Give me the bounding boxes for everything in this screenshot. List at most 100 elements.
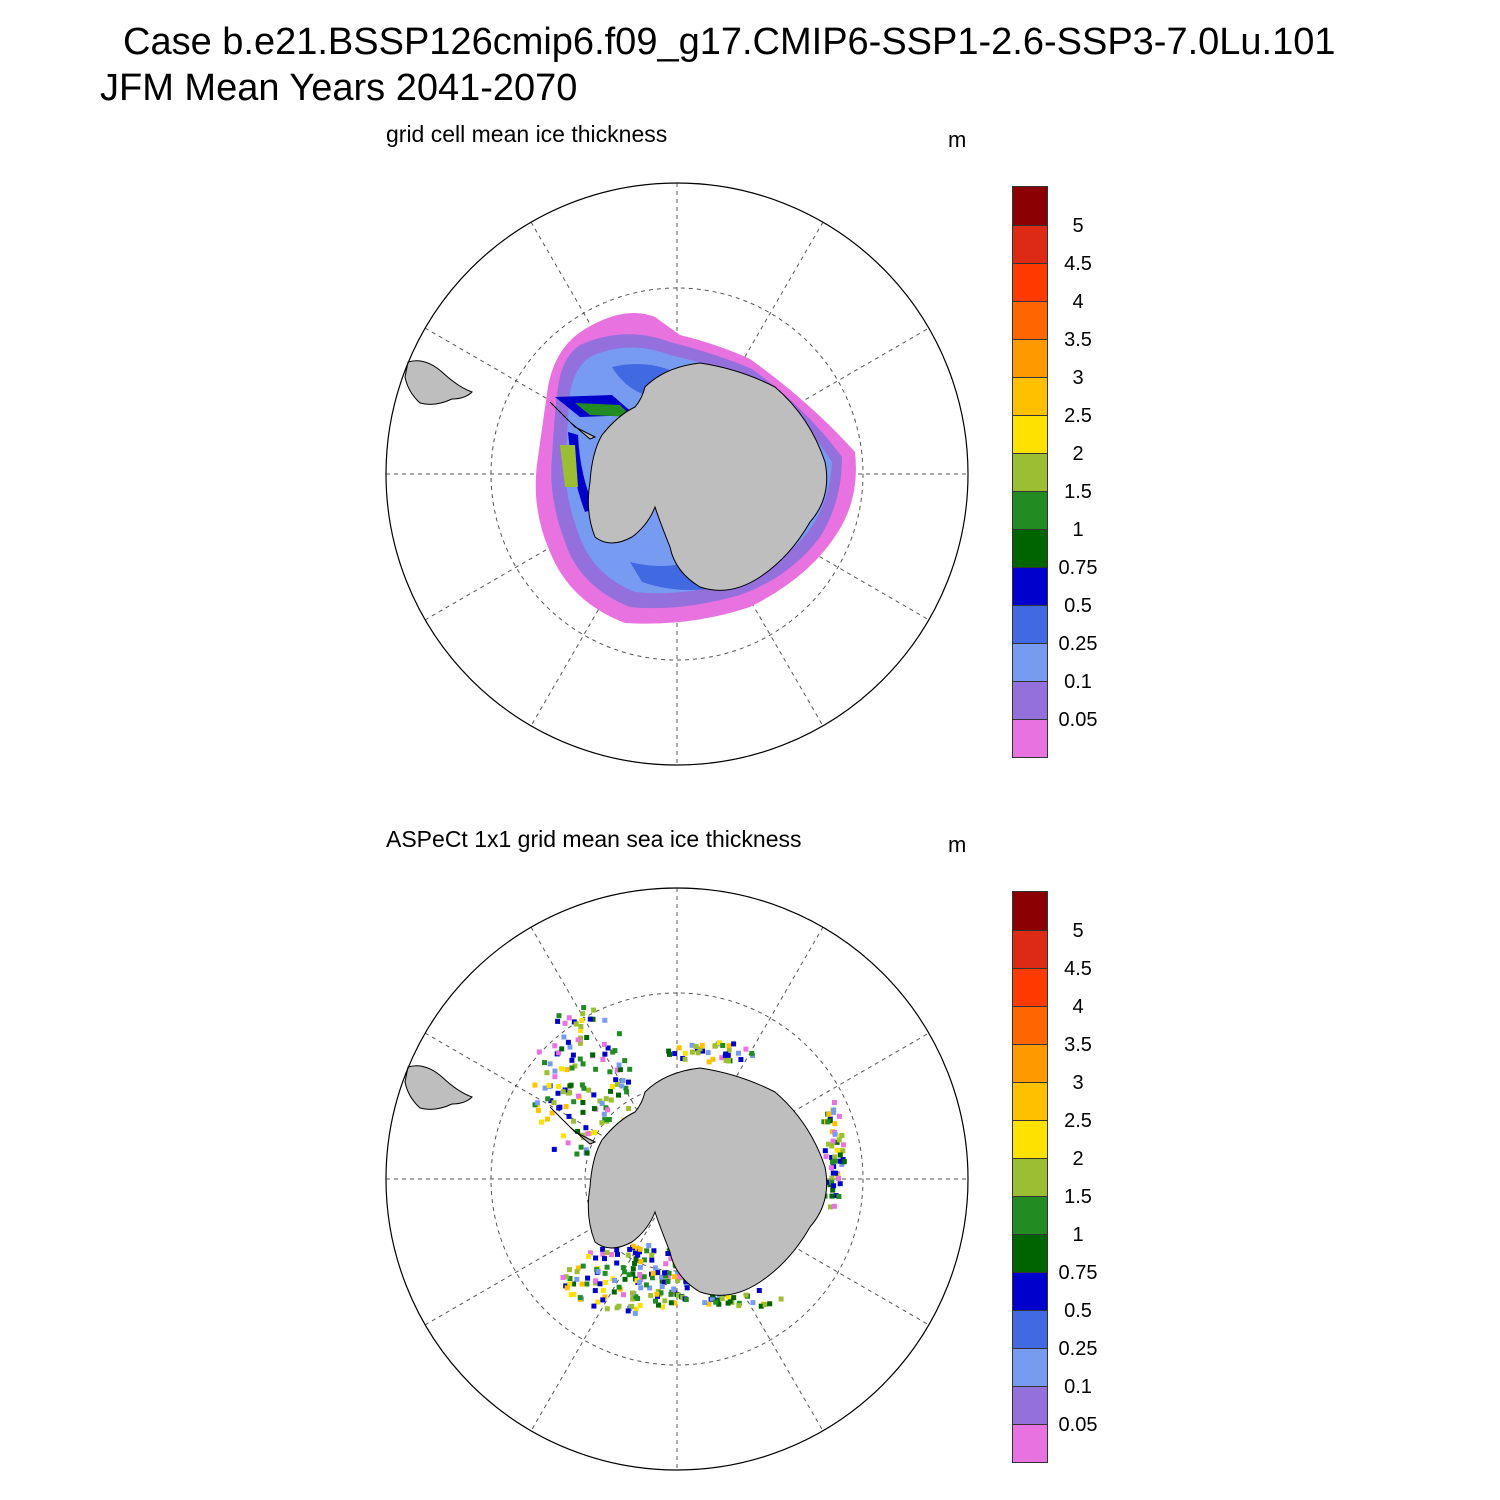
panel2-polar-map: [385, 887, 969, 1471]
observation-cell: [831, 1183, 837, 1189]
observation-cell: [602, 1270, 608, 1276]
observation-cell: [837, 1158, 843, 1164]
observation-cell: [616, 1031, 622, 1037]
observation-cell: [571, 1281, 577, 1287]
observation-cell: [622, 1269, 628, 1275]
observation-cell: [682, 1050, 688, 1056]
observation-cell: [829, 1143, 835, 1149]
observation-cell: [665, 1251, 671, 1256]
observation-cell: [614, 1260, 620, 1266]
observation-cell: [666, 1271, 672, 1276]
observation-cell: [556, 1050, 562, 1056]
observation-cell: [546, 1083, 552, 1088]
panel2-colorbar-cell-2: [1013, 968, 1047, 1006]
observation-cell: [828, 1204, 833, 1210]
observation-cell: [542, 1060, 547, 1066]
observation-cell: [565, 1039, 571, 1045]
observation-cell: [649, 1252, 655, 1258]
panel2-colorbar-label: 4.5: [1064, 958, 1092, 980]
panel1-colorbar-cell-4: [1013, 339, 1047, 377]
observation-cell: [578, 1144, 584, 1150]
observation-cell: [574, 1269, 580, 1275]
panel2-colorbar-label: 0.1: [1064, 1376, 1092, 1398]
observation-cell: [604, 1306, 610, 1312]
observation-cell: [637, 1279, 642, 1285]
observation-cell: [825, 1119, 831, 1125]
panel2-colorbar-cell-3: [1013, 1006, 1047, 1044]
observation-cell: [568, 1292, 574, 1298]
observation-cell: [602, 1294, 608, 1300]
observation-cell: [544, 1070, 550, 1076]
observation-cell: [736, 1050, 741, 1056]
observation-cell: [668, 1300, 674, 1306]
observation-cell: [585, 1254, 591, 1259]
observation-cell: [614, 1247, 620, 1253]
observation-cell: [572, 1063, 578, 1069]
observation-cell: [564, 1067, 570, 1073]
observation-cell: [592, 1288, 598, 1294]
observation-cell: [662, 1298, 668, 1304]
observation-cell: [695, 1050, 701, 1056]
observation-cell: [668, 1256, 674, 1262]
observation-cell: [633, 1256, 639, 1262]
observation-cell: [637, 1246, 643, 1252]
observation-cell: [836, 1137, 842, 1143]
panel2-south-america-land: [404, 1065, 473, 1110]
panel2-colorbar-cell-7: [1013, 1158, 1047, 1196]
observation-cell: [675, 1271, 681, 1277]
observation-cell: [833, 1170, 838, 1176]
observation-cell: [593, 1255, 599, 1261]
observation-cell: [593, 1066, 599, 1072]
observation-cell: [719, 1055, 725, 1061]
observation-cell: [534, 1100, 540, 1106]
observation-cell: [736, 1303, 742, 1309]
observation-cell: [600, 1246, 606, 1252]
observation-cell: [591, 1303, 597, 1309]
panel1-title: grid cell mean ice thickness: [386, 121, 668, 147]
observation-cell: [575, 1128, 581, 1134]
observation-cell: [560, 1133, 566, 1139]
observation-cell: [627, 1066, 633, 1072]
observation-cell: [716, 1301, 722, 1307]
observation-cell: [571, 1291, 577, 1297]
observation-cell: [716, 1040, 722, 1046]
observation-cell: [571, 1099, 577, 1105]
observation-cell: [584, 1150, 590, 1156]
observation-cell: [659, 1274, 665, 1280]
observation-cell: [829, 1155, 835, 1160]
observation-cell: [608, 1088, 614, 1094]
observation-cell: [556, 1105, 562, 1111]
observation-cell: [660, 1304, 666, 1310]
observation-cell: [637, 1272, 643, 1277]
panel2-colorbar-label: 5: [1072, 920, 1084, 942]
observation-cell: [624, 1089, 630, 1095]
observation-cell: [586, 1087, 592, 1093]
panel1-colorbar-label: 0.1: [1064, 671, 1092, 693]
observation-cell: [671, 1286, 677, 1292]
observation-cell: [689, 1042, 695, 1048]
observation-cell: [637, 1303, 643, 1308]
observation-cell: [614, 1067, 620, 1073]
panel1-colorbar-label: 3.5: [1064, 329, 1092, 351]
panel2-colorbar-label: 0.25: [1058, 1338, 1098, 1360]
observation-cell: [693, 1044, 699, 1049]
observation-cell: [638, 1259, 644, 1264]
observation-cell: [749, 1050, 755, 1056]
panel1-colorbar-label: 0.05: [1058, 709, 1098, 731]
observation-cell: [629, 1303, 635, 1309]
panel1-colorbar-cell-14: [1013, 719, 1047, 757]
observation-cell: [593, 1278, 599, 1284]
panel1-colorbar-cell-5: [1013, 377, 1047, 415]
observation-cell: [536, 1049, 542, 1055]
observation-cell: [595, 1269, 601, 1274]
observation-cell: [571, 1118, 577, 1124]
panel2-colorbar-cell-10: [1013, 1272, 1047, 1310]
observation-cell: [627, 1246, 633, 1252]
panel1-colorbar-cell-3: [1013, 301, 1047, 339]
observation-cell: [661, 1279, 667, 1285]
observation-cell: [574, 1151, 580, 1157]
observation-cell: [635, 1252, 641, 1258]
observation-cell: [591, 1092, 597, 1098]
observation-cell: [832, 1154, 838, 1160]
observation-cell: [644, 1248, 650, 1254]
